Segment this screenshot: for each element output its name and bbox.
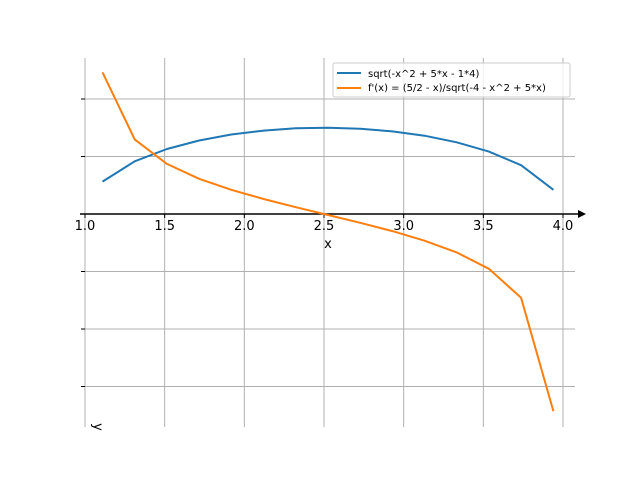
x-tick-label: 1.5 [154,219,175,234]
legend-label-0: sqrt(-x^2 + 5*x - 1*4) [368,69,479,80]
legend-label-1: f'(x) = (5/2 - x)/sqrt(-4 - x^2 + 5*x) [368,83,546,94]
x-tick-label: 4.0 [553,219,574,234]
x-tick-label: 1.0 [75,219,96,234]
legend-box [332,62,571,98]
x-axis-arrow-icon [578,210,586,218]
legend: sqrt(-x^2 + 5*x - 1*4) f'(x) = (5/2 - x)… [332,62,571,98]
axes: 1.0 1.5 2.0 2.5 3.0 3.5 4.0 [75,98,586,387]
series-line-1 [101,71,555,412]
x-tick-label: 2.5 [314,219,335,234]
series-lines [101,71,555,412]
x-tick-label: 2.0 [234,219,255,234]
x-tick-label: 3.5 [473,219,494,234]
x-axis-label: x [324,237,332,252]
series-line-0 [101,126,555,191]
x-tick-label: 3.0 [393,219,414,234]
y-axis-label: y [90,423,105,431]
